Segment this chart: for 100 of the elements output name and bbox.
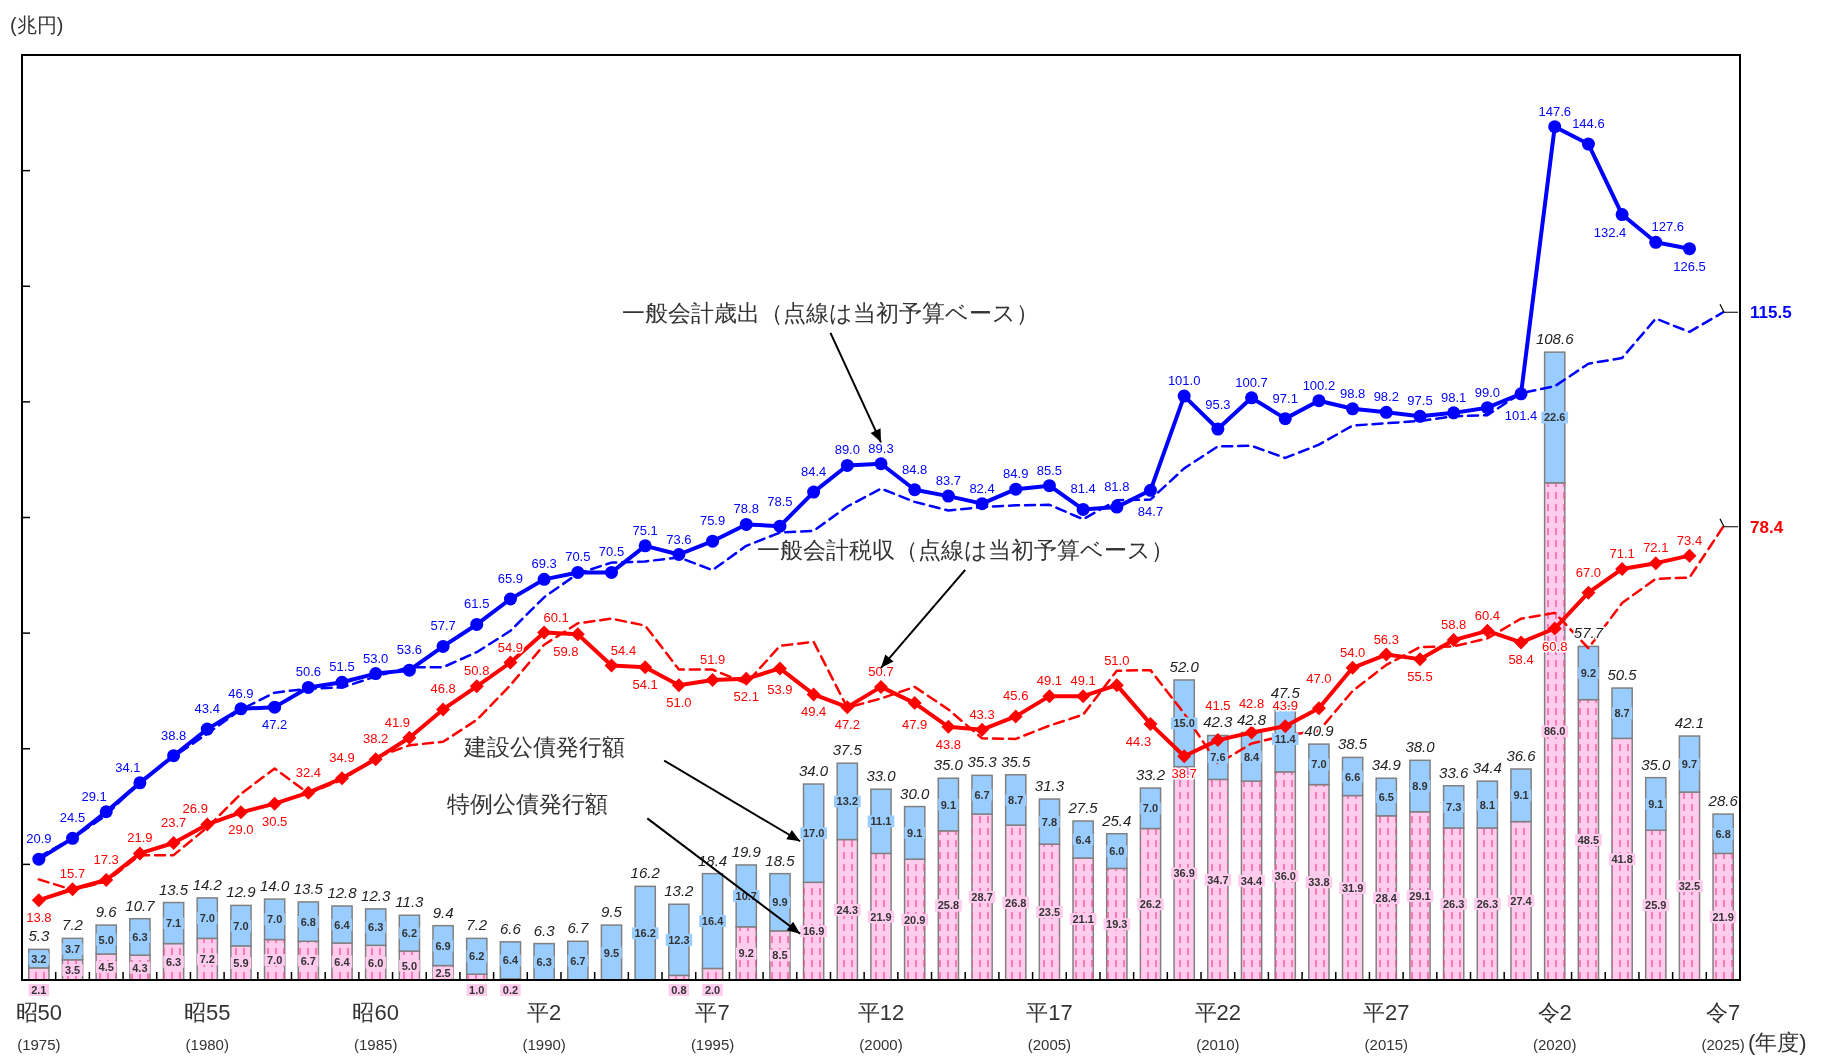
data-label: 97.5 [1407,393,1433,409]
data-label: 84.9 [1003,466,1029,482]
data-label: 7.2 [199,953,215,966]
data-label: 127.6 [1651,219,1685,235]
data-label: 7.1 [165,917,182,930]
data-label: 6.3 [368,921,384,934]
y-axis-title: (兆円) [10,14,64,36]
data-label: 21.9 [1712,910,1734,923]
data-label: 99.0 [1474,384,1501,400]
point [1615,208,1629,222]
total-label: 9.4 [432,903,454,921]
data-label: 9.2 [738,947,754,960]
data-label: 2.0 [704,984,721,996]
data-label: 16.4 [701,915,725,928]
total-label: 9.5 [601,903,623,921]
data-label: 6.3 [536,955,552,968]
data-label: 78.4 [1750,517,1784,537]
data-label: 22.6 [1544,411,1566,424]
x-axis-title: (年度) [1748,1030,1807,1055]
data-label: 75.9 [699,513,726,529]
point [1110,500,1124,514]
point [1042,479,1056,493]
data-label: 6.8 [300,915,316,928]
data-label: 26.3 [1442,897,1465,910]
x-tick-label: 平17 (2005) [1026,1000,1073,1053]
data-label: 98.1 [1441,389,1467,405]
data-label: 5.0 [401,959,418,972]
point [840,458,854,472]
total-label: 108.6 [1535,330,1575,348]
data-label: 132.4 [1593,224,1627,240]
point [1548,120,1562,134]
data-label: 7.0 [267,913,283,926]
total-label: 10.7 [125,896,156,914]
data-label: 84.7 [1137,504,1164,520]
data-label: 126.5 [1673,258,1706,274]
x-tick-label: 平7 (1995) [690,1000,735,1053]
point [1480,401,1494,415]
x-tick-label: 令2 (2020) [1533,1000,1577,1053]
data-label: 26.8 [1005,896,1027,909]
point [1009,482,1023,496]
data-label: 95.3 [1205,397,1231,413]
data-label: 19.3 [1106,918,1128,931]
data-label: 0.8 [671,984,687,996]
x-tick-label: 平22 (2010) [1194,1000,1242,1053]
total-label: 11.3 [395,893,425,911]
data-label: 100.2 [1302,377,1336,393]
point [908,483,922,497]
x-tick-label: 平2 (1990) [522,1000,566,1053]
point [1682,242,1696,256]
data-label: 6.2 [401,927,418,940]
data-label: 9.5 [603,946,620,959]
point [1143,483,1157,497]
total-label: 6.7 [567,919,589,937]
data-label: 84.4 [800,464,827,480]
total-label: 7.2 [466,916,488,934]
total-label: 9.6 [95,903,118,921]
data-label: 98.8 [1339,385,1366,401]
data-label: 101.4 [1504,407,1538,423]
point [941,489,955,503]
data-label: 6.4 [334,955,351,968]
point [1211,422,1225,436]
data-label: 5.9 [233,956,249,969]
data-label: 9.9 [772,896,788,909]
data-label: 25.9 [1645,899,1667,912]
data-label: 85.5 [1036,462,1063,478]
data-label: 6.0 [368,956,384,969]
data-label: 98.2 [1373,389,1399,405]
data-label: 84.8 [902,461,928,477]
data-label: 6.4 [334,918,351,931]
point [1278,412,1292,426]
data-label: 16.9 [802,925,825,938]
point [1245,391,1259,405]
data-label: 4.3 [132,961,148,974]
data-label: 89.3 [868,440,894,456]
point [1177,389,1191,403]
point [874,457,888,471]
data-label: 21.1 [1072,913,1094,926]
point [807,485,821,499]
point [1379,405,1393,419]
data-label: 2.1 [31,984,47,996]
x-tick-label: 平27 (2015) [1363,1000,1410,1053]
data-label: 6.3 [132,930,148,943]
data-label: 16.2 [634,927,656,940]
data-label: 6.3 [165,955,182,968]
data-label: 24.3 [836,903,859,916]
data-label: 6.4 [502,954,519,967]
data-label: 81.4 [1070,481,1096,497]
point [1076,502,1090,516]
data-label: 78.5 [767,494,793,510]
data-label: 5.0 [98,933,114,946]
data-label: 1.0 [469,984,485,996]
data-label: 12.3 [668,933,690,946]
data-label: 7.0 [267,953,283,966]
total-label: 6.3 [533,921,556,939]
data-label: 6.2 [469,950,485,963]
data-label: 4.5 [98,960,114,973]
data-label: 147.6 [1538,103,1571,119]
data-label: 97.1 [1272,390,1298,406]
point [1581,137,1595,151]
point [1312,394,1326,408]
